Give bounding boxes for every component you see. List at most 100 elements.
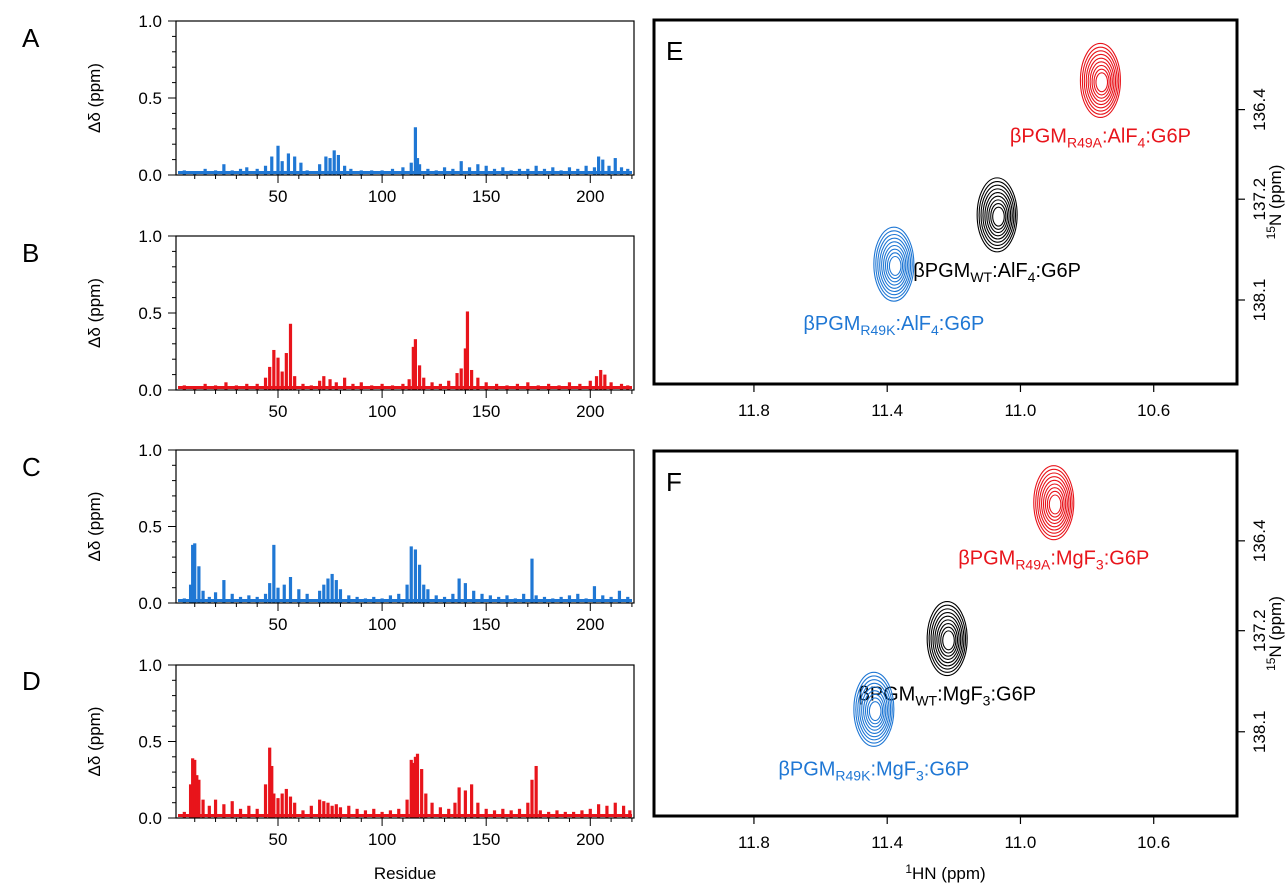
bar bbox=[463, 348, 467, 390]
bar bbox=[397, 593, 401, 603]
bar bbox=[222, 580, 226, 603]
bar bbox=[455, 373, 459, 390]
peak-label-ligand: :G6P bbox=[939, 313, 985, 335]
bar bbox=[193, 543, 197, 603]
y-tick-label: 0.5 bbox=[138, 518, 162, 537]
contour-level bbox=[1081, 46, 1120, 115]
bar bbox=[230, 593, 234, 603]
bar bbox=[617, 590, 622, 603]
bar bbox=[603, 374, 607, 390]
contour-level bbox=[861, 686, 888, 734]
contour-level bbox=[877, 233, 912, 296]
bar bbox=[405, 584, 409, 603]
bar bbox=[263, 165, 268, 175]
panel-label-C: C bbox=[22, 452, 41, 482]
panel-label-E: E bbox=[666, 36, 683, 66]
bar bbox=[263, 593, 268, 603]
bar bbox=[238, 808, 243, 818]
bar bbox=[534, 765, 538, 818]
contour-level bbox=[875, 230, 913, 299]
y-axis-label-text: N (ppm) bbox=[1266, 165, 1285, 226]
bar bbox=[411, 346, 415, 390]
bar bbox=[484, 808, 488, 818]
y-axis-label: Δδ (ppm) bbox=[85, 707, 104, 777]
contour-level bbox=[864, 693, 885, 728]
plot-frame bbox=[175, 664, 635, 819]
bar bbox=[336, 154, 340, 175]
peak-label-main: βPGM bbox=[1010, 125, 1067, 147]
peak-label-subscript: 3 bbox=[983, 693, 991, 709]
panel-label-D: D bbox=[22, 666, 41, 696]
x-tick-label: 150 bbox=[472, 615, 500, 634]
contour-level bbox=[863, 690, 887, 731]
peak-label-main: βPGM bbox=[778, 758, 835, 780]
peak-label: βPGMWT:AlF4:G6P bbox=[913, 260, 1081, 285]
bar bbox=[280, 161, 284, 175]
bar bbox=[276, 145, 280, 175]
bar bbox=[413, 339, 418, 390]
bar bbox=[411, 762, 415, 818]
peak-label-subscript: R49A bbox=[1015, 557, 1051, 573]
contour-level bbox=[1085, 53, 1117, 109]
contour-level bbox=[936, 619, 960, 660]
x-axis-label-text: HN (ppm) bbox=[912, 864, 986, 883]
panel-label-F: F bbox=[666, 467, 682, 497]
baseline-residue-bars bbox=[178, 171, 632, 174]
x-tick-label: 200 bbox=[576, 615, 604, 634]
bar bbox=[413, 549, 418, 603]
peak-label-complex: :MgF bbox=[937, 684, 983, 706]
peak-label-ligand: :G6P bbox=[924, 758, 970, 780]
bar bbox=[447, 808, 451, 818]
contour-level bbox=[942, 630, 955, 651]
peak-label-subscript: 4 bbox=[1028, 269, 1036, 285]
contour-level bbox=[1042, 483, 1067, 525]
peak-label-subscript: 4 bbox=[931, 322, 939, 338]
contour-level bbox=[1093, 68, 1110, 96]
contour-level bbox=[1037, 472, 1072, 534]
peak-label: βPGMR49A:MgF3:G6P bbox=[958, 548, 1149, 573]
bar bbox=[268, 366, 272, 390]
bar bbox=[272, 793, 276, 818]
peak-label-ligand: :G6P bbox=[990, 684, 1036, 706]
bar bbox=[526, 802, 530, 818]
bar bbox=[195, 775, 199, 818]
bar bbox=[318, 799, 322, 818]
contour-level bbox=[978, 180, 1017, 250]
bar bbox=[282, 584, 286, 603]
bar bbox=[343, 165, 347, 175]
peak-label-ligand: :G6P bbox=[1104, 548, 1150, 570]
bar bbox=[328, 158, 332, 175]
x-tick-label: 200 bbox=[576, 402, 604, 421]
peak-label-ligand: :G6P bbox=[1035, 260, 1081, 282]
x-tick-label: 150 bbox=[472, 187, 500, 206]
bar bbox=[268, 747, 272, 818]
plot-frame bbox=[175, 449, 635, 604]
contour-level bbox=[853, 671, 895, 747]
bar bbox=[270, 156, 274, 175]
y-tick-label: 136.4 bbox=[1250, 88, 1269, 131]
contour-level bbox=[884, 248, 905, 283]
bar bbox=[457, 578, 461, 603]
contour-level bbox=[883, 244, 907, 286]
bar bbox=[293, 802, 297, 818]
y-axis-label: Δδ (ppm) bbox=[85, 278, 104, 348]
bar bbox=[438, 807, 442, 818]
bar bbox=[409, 546, 413, 603]
y-tick-label: 138.1 bbox=[1250, 710, 1269, 753]
peak-label: βPGMR49A:AlF4:G6P bbox=[1010, 125, 1191, 150]
bar bbox=[405, 799, 409, 818]
bar bbox=[201, 799, 205, 818]
x-tick-label: 11.0 bbox=[1005, 401, 1037, 420]
contour-level bbox=[857, 679, 892, 741]
y-tick-label: 137.2 bbox=[1250, 178, 1269, 221]
bar bbox=[188, 584, 193, 603]
y-axis-label-superscript: 15 bbox=[1264, 657, 1278, 671]
bar bbox=[293, 156, 297, 175]
x-tick-label: 200 bbox=[576, 830, 604, 849]
bar bbox=[272, 544, 276, 603]
bar bbox=[213, 799, 218, 818]
contour-level bbox=[1040, 479, 1068, 528]
bar bbox=[309, 805, 313, 818]
x-tick-label: 10.6 bbox=[1137, 833, 1170, 852]
